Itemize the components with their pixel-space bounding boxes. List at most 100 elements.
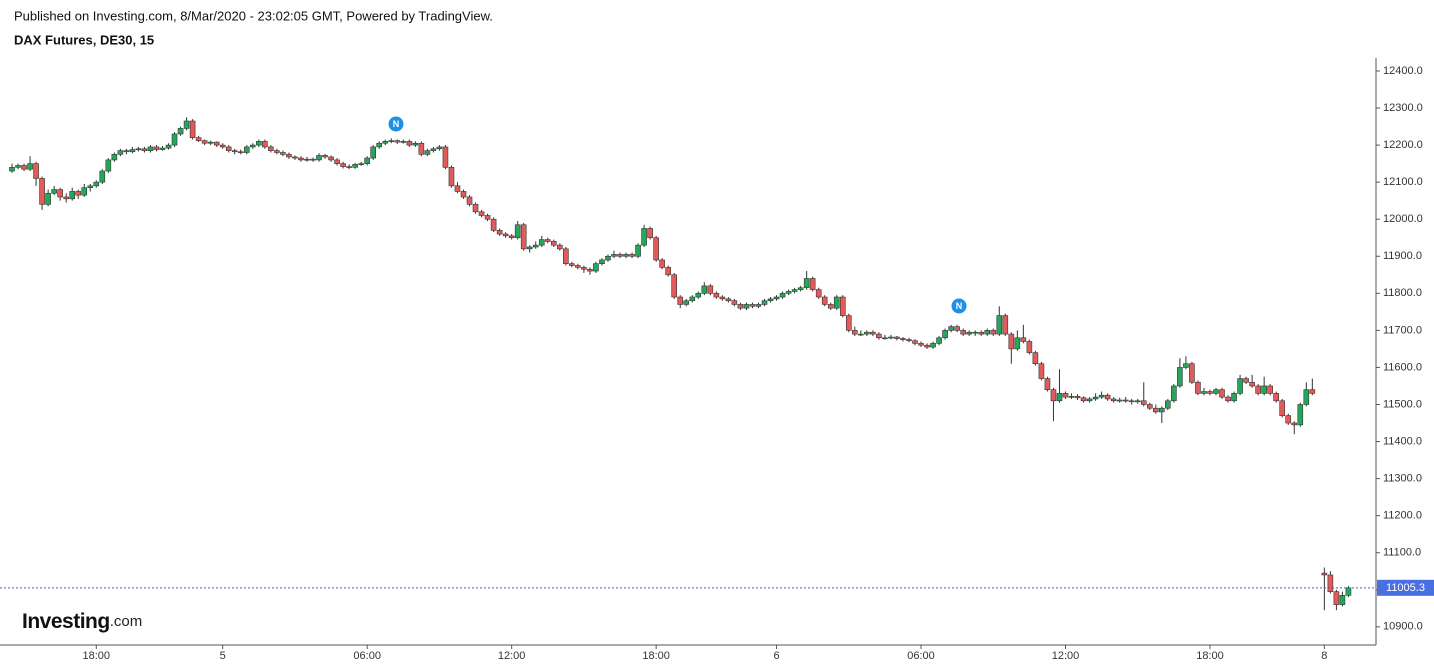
candle-body xyxy=(1189,363,1195,383)
candle-body xyxy=(575,265,581,268)
candle-body xyxy=(653,237,659,261)
candle-body xyxy=(1267,385,1273,394)
candle-body xyxy=(304,158,310,161)
candle-body xyxy=(171,133,178,146)
candle-body xyxy=(665,267,671,276)
candle-body xyxy=(833,296,840,309)
candle-body xyxy=(538,239,545,246)
news-marker[interactable]: N xyxy=(388,116,404,132)
candle-body xyxy=(1104,394,1111,400)
candle-body xyxy=(803,278,810,289)
logo: Investing.com xyxy=(22,610,142,633)
candle-body xyxy=(809,278,816,290)
candles xyxy=(9,117,1352,611)
candle-body xyxy=(1056,393,1063,402)
candle-body xyxy=(1020,337,1027,342)
candle-body xyxy=(936,337,942,344)
header: Published on Investing.com, 8/Mar/2020 -… xyxy=(14,8,493,23)
last-price-box xyxy=(1377,579,1434,596)
candle-body xyxy=(1050,389,1057,402)
candle-body xyxy=(111,154,118,161)
candle-body xyxy=(99,170,106,183)
candle-body xyxy=(984,330,991,335)
candle-body xyxy=(731,300,738,305)
y-tick-label: 11300.0 xyxy=(1383,473,1422,485)
candle-body xyxy=(412,142,419,146)
candle-body xyxy=(484,215,491,220)
candle-body xyxy=(123,150,130,153)
candle-body xyxy=(755,304,762,307)
candle-body xyxy=(105,159,112,172)
candle-body xyxy=(388,140,395,142)
candle-body xyxy=(490,218,497,231)
y-tick-label: 10900.0 xyxy=(1383,621,1423,633)
candle-body xyxy=(1038,363,1045,379)
candle-body xyxy=(21,165,27,170)
candle-body xyxy=(478,211,485,216)
candle-body xyxy=(1008,333,1015,350)
candle-body xyxy=(563,248,569,264)
candle-body xyxy=(1092,396,1099,400)
candle-body xyxy=(316,155,322,161)
chart-title: DAX Futures, DE30, 15 xyxy=(14,32,154,47)
candle-body xyxy=(69,191,75,200)
x-tick-label: 6 xyxy=(773,650,779,662)
candle-body xyxy=(406,141,413,146)
y-tick-label: 11400.0 xyxy=(1383,435,1422,447)
candle-body xyxy=(629,254,635,257)
candle-body xyxy=(1014,337,1021,350)
candle-body xyxy=(219,144,226,148)
candle-body xyxy=(430,148,437,151)
x-tick-label: 18:00 xyxy=(642,650,670,662)
candle-body xyxy=(436,146,443,150)
candle-body xyxy=(815,289,822,298)
y-tick-label: 12200.0 xyxy=(1383,139,1423,151)
candle-body xyxy=(1345,587,1352,596)
candle-body xyxy=(707,285,714,294)
candle-body xyxy=(454,185,461,192)
candle-body xyxy=(51,189,57,194)
candle-body xyxy=(737,304,744,309)
candle-body xyxy=(1297,404,1304,426)
candle-body xyxy=(376,142,383,148)
candle-body xyxy=(677,296,684,305)
last-price-label: 11005.3 xyxy=(1386,582,1425,594)
candle-body xyxy=(328,156,334,161)
candle-body xyxy=(695,293,702,298)
candle-body xyxy=(882,337,888,340)
candle-body xyxy=(839,296,846,316)
candle-body xyxy=(75,191,82,196)
candle-body xyxy=(508,235,515,239)
candle-body xyxy=(87,185,94,189)
candle-body xyxy=(641,228,647,246)
candle-body xyxy=(701,285,708,294)
candle-body xyxy=(924,344,930,348)
candle-body xyxy=(1165,400,1171,409)
candle-body xyxy=(1225,396,1231,402)
candle-body xyxy=(33,163,39,179)
candle-body xyxy=(851,330,858,335)
candle-body xyxy=(45,192,51,205)
candle-body xyxy=(966,331,972,335)
candle-body xyxy=(286,154,292,158)
candle-body xyxy=(1339,595,1346,605)
candle-body xyxy=(996,315,1003,335)
candle-body xyxy=(394,140,401,143)
candle-body xyxy=(635,244,641,257)
y-tick-label: 12000.0 xyxy=(1383,213,1423,225)
candle-body xyxy=(930,343,936,348)
candle-body xyxy=(1159,407,1165,413)
candle-body xyxy=(858,333,864,336)
x-tick-label: 5 xyxy=(220,650,226,662)
candle-body xyxy=(141,148,148,151)
news-marker[interactable]: N xyxy=(951,298,967,314)
candle-body xyxy=(1291,422,1298,426)
candle-body xyxy=(1171,385,1177,402)
candle-body xyxy=(262,141,268,148)
candle-body xyxy=(243,146,250,153)
candle-body xyxy=(779,293,786,298)
candle-body xyxy=(370,146,377,159)
candle-body xyxy=(912,340,918,344)
candle-body xyxy=(1140,400,1147,405)
candle-body xyxy=(1285,415,1292,424)
